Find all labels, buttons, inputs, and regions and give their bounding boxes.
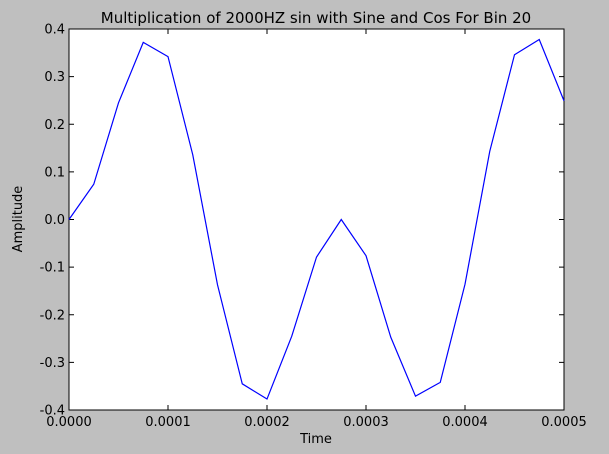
y-tick-label: -0.4 bbox=[40, 404, 65, 419]
x-tick-label: 0.0003 bbox=[343, 415, 389, 430]
x-tick-label: 0.0000 bbox=[46, 415, 92, 430]
y-tick-label: -0.3 bbox=[40, 356, 65, 371]
axis-ticks bbox=[68, 28, 565, 411]
tick-labels: 0.0000 0.0001 0.0002 0.0003 0.0004 0.0005 0.4 0… bbox=[40, 23, 587, 431]
y-tick-label: -0.1 bbox=[40, 261, 65, 276]
y-tick-label: -0.2 bbox=[40, 308, 65, 323]
y-tick-label: 0.0 bbox=[44, 213, 65, 228]
chart-title: Multiplication of 2000HZ sin with Sine a… bbox=[101, 9, 531, 27]
x-tick-label: 0.0002 bbox=[244, 415, 290, 430]
x-tick-label: 0.0004 bbox=[442, 415, 488, 430]
series-line bbox=[68, 38, 565, 400]
x-tick-label: 0.0005 bbox=[541, 415, 587, 430]
y-tick-label: 0.1 bbox=[44, 165, 65, 180]
y-axis-label: Amplitude bbox=[11, 186, 26, 253]
x-axis-label: Time bbox=[299, 432, 332, 447]
y-tick-label: 0.2 bbox=[44, 118, 65, 133]
y-tick-label: 0.3 bbox=[44, 70, 65, 85]
series-lines bbox=[68, 38, 565, 400]
x-tick-label: 0.0001 bbox=[145, 415, 191, 430]
plot-area bbox=[68, 28, 565, 411]
y-tick-label: 0.4 bbox=[44, 23, 65, 38]
